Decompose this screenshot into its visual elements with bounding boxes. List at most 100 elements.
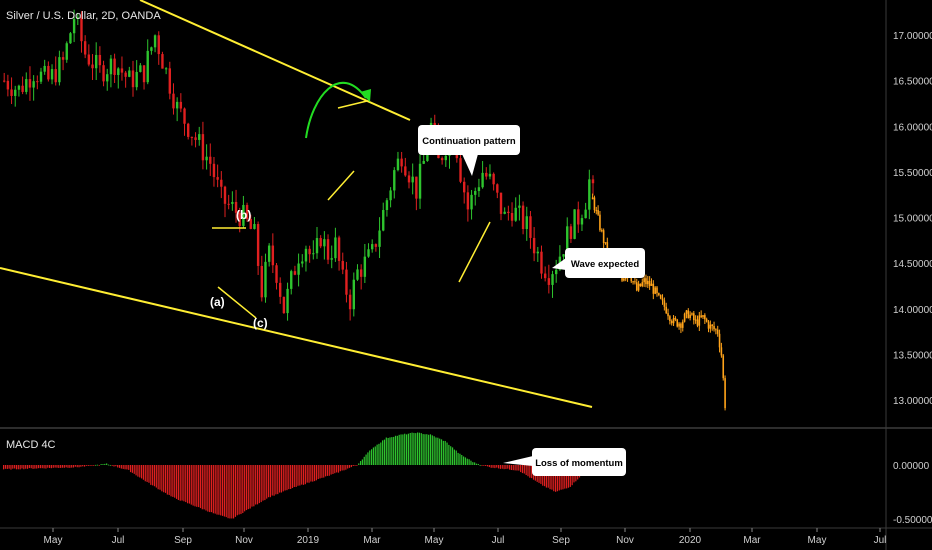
- candle[interactable]: [510, 202, 514, 227]
- forecast-candle[interactable]: [658, 292, 660, 297]
- forecast-candle[interactable]: [656, 285, 658, 297]
- candle[interactable]: [72, 9, 76, 43]
- candle[interactable]: [337, 235, 341, 271]
- forecast-candle[interactable]: [635, 278, 638, 292]
- candle[interactable]: [356, 264, 359, 281]
- candle[interactable]: [135, 60, 138, 91]
- candle[interactable]: [580, 214, 584, 231]
- forecast-candle[interactable]: [623, 277, 625, 282]
- candle[interactable]: [282, 296, 286, 314]
- forecast-candle[interactable]: [602, 228, 605, 249]
- candle[interactable]: [359, 264, 363, 290]
- candle[interactable]: [220, 171, 223, 199]
- breakout-arrow[interactable]: [305, 82, 371, 139]
- candle[interactable]: [61, 51, 65, 71]
- candle[interactable]: [588, 169, 591, 220]
- candle[interactable]: [315, 227, 319, 259]
- forecast-candle[interactable]: [604, 242, 607, 245]
- candle[interactable]: [496, 183, 499, 199]
- candle[interactable]: [293, 265, 297, 276]
- forecast-candle[interactable]: [700, 310, 702, 319]
- candle[interactable]: [212, 157, 216, 187]
- candle[interactable]: [507, 205, 510, 221]
- forecast-candle[interactable]: [632, 280, 634, 285]
- candle[interactable]: [352, 272, 355, 317]
- candle[interactable]: [290, 269, 293, 295]
- wave-expected-callout[interactable]: Wave expected: [552, 248, 645, 278]
- candle[interactable]: [404, 157, 407, 177]
- candle[interactable]: [194, 132, 197, 148]
- candle[interactable]: [555, 259, 558, 283]
- forecast-candle[interactable]: [659, 294, 662, 300]
- forecast-candle[interactable]: [680, 322, 682, 334]
- continuation-line[interactable]: [458, 221, 491, 283]
- rising-wedge-top[interactable]: [337, 100, 368, 109]
- forecast-candle[interactable]: [696, 315, 699, 328]
- candle[interactable]: [223, 185, 227, 218]
- candle[interactable]: [341, 252, 344, 275]
- candle[interactable]: [474, 187, 477, 206]
- candle[interactable]: [371, 239, 374, 253]
- candle[interactable]: [367, 243, 370, 258]
- candle[interactable]: [440, 156, 444, 165]
- candle[interactable]: [187, 122, 190, 140]
- candle[interactable]: [297, 253, 300, 287]
- candle[interactable]: [459, 153, 462, 184]
- candle[interactable]: [374, 243, 378, 252]
- candle[interactable]: [205, 144, 208, 170]
- candle[interactable]: [201, 121, 205, 170]
- forecast-candle[interactable]: [645, 274, 647, 288]
- forecast-candle[interactable]: [667, 308, 669, 320]
- forecast-candle[interactable]: [687, 308, 690, 319]
- macd-pane[interactable]: [3, 432, 593, 519]
- candle[interactable]: [407, 171, 411, 189]
- forecast-candle[interactable]: [670, 319, 673, 326]
- candle[interactable]: [385, 198, 389, 217]
- candle[interactable]: [330, 245, 333, 269]
- forecast-candle[interactable]: [705, 317, 708, 323]
- forecast-candle[interactable]: [650, 278, 653, 286]
- forecast-candle[interactable]: [716, 325, 719, 337]
- candle[interactable]: [301, 254, 304, 268]
- candle[interactable]: [109, 54, 113, 88]
- forecast-candle[interactable]: [715, 328, 717, 335]
- candle[interactable]: [164, 67, 168, 75]
- lower-trendline[interactable]: [0, 267, 593, 408]
- forecast-candle[interactable]: [599, 210, 601, 232]
- candle[interactable]: [249, 214, 252, 230]
- forecast-candle[interactable]: [593, 195, 596, 213]
- forecast-candle[interactable]: [722, 354, 725, 381]
- candle[interactable]: [551, 270, 554, 298]
- candle[interactable]: [98, 46, 102, 73]
- candle[interactable]: [124, 70, 127, 88]
- candle[interactable]: [260, 255, 263, 302]
- candle[interactable]: [32, 75, 35, 101]
- candle[interactable]: [54, 56, 57, 86]
- candle[interactable]: [271, 233, 275, 274]
- candle[interactable]: [91, 54, 94, 80]
- forecast-candle[interactable]: [647, 275, 649, 289]
- forecast-candle[interactable]: [674, 316, 677, 322]
- candle[interactable]: [142, 65, 146, 90]
- forecast-candle[interactable]: [672, 315, 675, 327]
- candle[interactable]: [286, 282, 289, 321]
- candle[interactable]: [36, 75, 39, 90]
- candle[interactable]: [418, 152, 422, 209]
- candle[interactable]: [80, 11, 83, 53]
- forecast-candle[interactable]: [693, 311, 695, 325]
- candle[interactable]: [518, 194, 521, 221]
- candle[interactable]: [514, 197, 517, 222]
- candle[interactable]: [95, 42, 98, 81]
- forecast-candle[interactable]: [709, 320, 712, 333]
- candle[interactable]: [102, 60, 105, 87]
- forecast-candle[interactable]: [661, 294, 664, 305]
- candle[interactable]: [543, 266, 547, 282]
- candle[interactable]: [334, 227, 337, 262]
- candle[interactable]: [279, 277, 282, 304]
- candle[interactable]: [253, 216, 256, 230]
- candle[interactable]: [466, 185, 470, 222]
- candle[interactable]: [348, 289, 352, 321]
- candle[interactable]: [198, 126, 201, 146]
- forecast-candle[interactable]: [707, 320, 710, 333]
- loss-of-momentum-callout[interactable]: Loss of momentum: [503, 448, 626, 476]
